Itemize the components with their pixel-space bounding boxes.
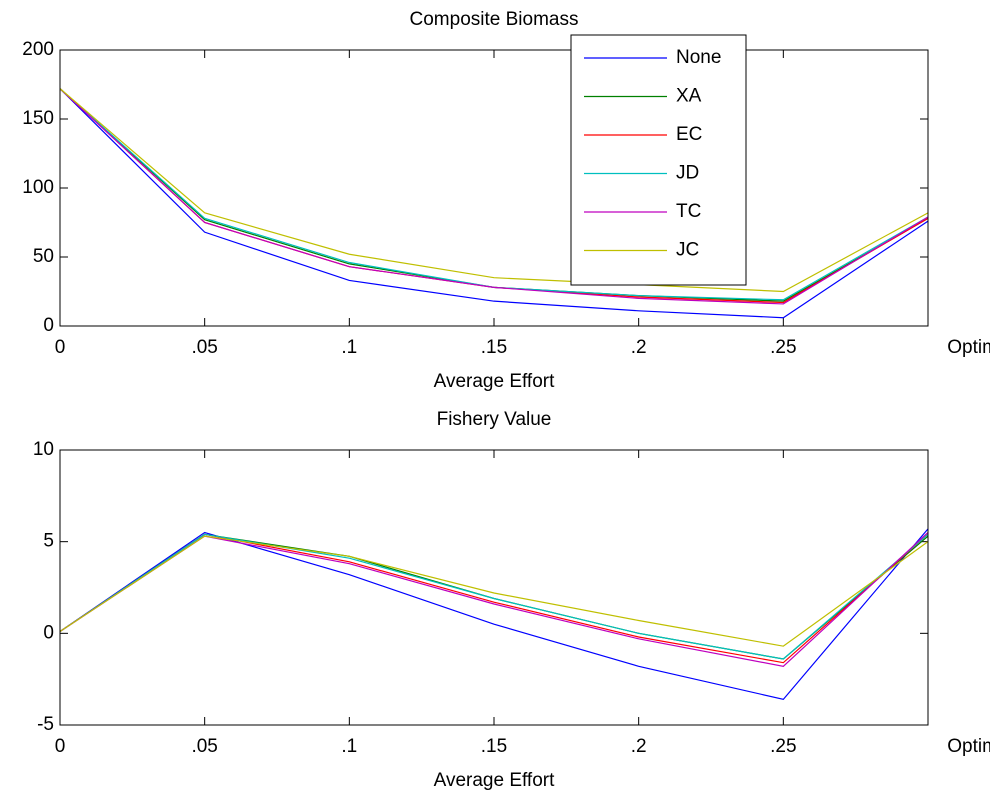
y-tick-label: 0 bbox=[43, 315, 54, 336]
legend-label: EC bbox=[676, 124, 702, 145]
series-line bbox=[59, 88, 929, 293]
y-tick-label: 150 bbox=[22, 108, 54, 129]
x-tick-label: 0 bbox=[55, 337, 66, 358]
chart-title: Composite Biomass bbox=[410, 9, 579, 30]
legend: None XA EC JD TC JC bbox=[570, 34, 747, 286]
x-tick-label: .2 bbox=[631, 736, 647, 757]
x-tick-label: .15 bbox=[481, 337, 507, 358]
y-tick-label: 5 bbox=[43, 531, 54, 552]
x-tick-label: .2 bbox=[631, 337, 647, 358]
series-line bbox=[59, 535, 929, 647]
axes-box bbox=[59, 449, 929, 726]
legend-label: XA bbox=[676, 86, 702, 107]
y-tick-label: 50 bbox=[33, 246, 54, 267]
x-tick-label: .15 bbox=[481, 736, 507, 757]
x-tick-label: Optimized bbox=[947, 337, 990, 358]
plot-area bbox=[60, 450, 928, 725]
series-line bbox=[59, 533, 929, 660]
x-axis-label: Average Effort bbox=[434, 770, 555, 791]
x-tick-label: .25 bbox=[770, 337, 796, 358]
legend-label: None bbox=[676, 47, 721, 68]
y-tick-label: -5 bbox=[37, 714, 54, 735]
y-tick-label: 200 bbox=[22, 39, 54, 60]
x-tick-label: .25 bbox=[770, 736, 796, 757]
plot-area bbox=[60, 50, 928, 326]
axes-box bbox=[59, 49, 929, 327]
x-tick-label: .1 bbox=[341, 736, 357, 757]
y-tick-label: 0 bbox=[43, 622, 54, 643]
x-tick-label: Optimized bbox=[947, 736, 990, 757]
y-tick-label: 10 bbox=[33, 439, 54, 460]
legend-label: JD bbox=[676, 163, 699, 184]
series-line bbox=[59, 528, 929, 700]
series-line bbox=[59, 88, 929, 305]
series-line bbox=[59, 88, 929, 319]
x-tick-label: .05 bbox=[191, 337, 217, 358]
subplot: Composite Biomass Average Effort 0 50 100 150… bbox=[22, 9, 990, 392]
x-tick-label: .1 bbox=[341, 337, 357, 358]
y-tick-label: 100 bbox=[22, 177, 54, 198]
legend-label: TC bbox=[676, 201, 701, 222]
x-tick-label: .05 bbox=[191, 736, 217, 757]
x-tick-label: 0 bbox=[55, 736, 66, 757]
legend-box bbox=[570, 34, 747, 286]
chart-title: Fishery Value bbox=[437, 409, 552, 430]
x-axis-label: Average Effort bbox=[434, 371, 555, 392]
legend-label: JC bbox=[676, 240, 699, 261]
